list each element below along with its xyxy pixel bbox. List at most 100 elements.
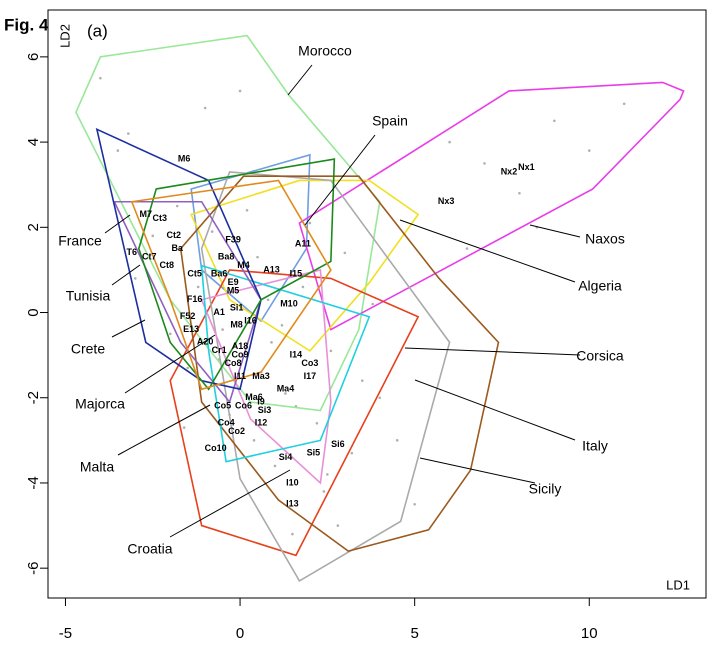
group-hull (113, 200, 262, 404)
region-label: Spain (372, 113, 408, 129)
leader-line (414, 379, 576, 441)
sample-label: Co3 (301, 358, 318, 368)
y-tick-label: -2 (25, 391, 42, 404)
data-point (182, 426, 186, 429)
sample-label: M4 (237, 260, 250, 270)
sample-label: M10 (280, 298, 298, 308)
data-point (273, 464, 277, 468)
sample-label: Co8 (225, 358, 242, 368)
sample-label: Ba (171, 243, 183, 253)
data-point (99, 76, 102, 80)
region-label: Majorca (75, 396, 125, 412)
x-tick-label: 10 (581, 625, 598, 642)
group-hull (130, 179, 332, 391)
data-point (127, 132, 130, 135)
data-point (210, 230, 214, 233)
data-point (284, 392, 287, 395)
group-hull (137, 158, 336, 391)
data-point (301, 285, 305, 289)
data-point (280, 324, 284, 327)
group-hull (190, 179, 420, 352)
region-label: Naxos (585, 231, 625, 247)
sample-label: I12 (255, 418, 268, 428)
sample-label: F52 (180, 311, 196, 321)
sample-label: Si5 (307, 448, 321, 458)
y-tick-label: 0 (25, 308, 42, 316)
sample-label: Nx1 (518, 162, 535, 172)
y-tick-label: 2 (25, 223, 42, 231)
data-point (308, 221, 312, 225)
data-point (360, 379, 364, 382)
sample-label: Cr1 (212, 345, 227, 355)
sample-label: I15 (290, 269, 303, 279)
sample-label: Si4 (279, 452, 293, 462)
y-tick-label: -6 (25, 562, 42, 575)
leader-line (419, 457, 536, 484)
sample-label: Ct5 (187, 269, 202, 279)
y-axis-label: LD2 (57, 24, 72, 48)
data-point (256, 255, 259, 259)
data-point (134, 277, 137, 280)
leader-line (117, 404, 211, 456)
sample-label: Ba8 (218, 252, 235, 262)
region-label: Crete (71, 341, 105, 357)
region-label: Corsica (576, 348, 624, 364)
sample-label: Co6 (235, 401, 252, 411)
region-label: Tunisia (66, 288, 111, 304)
sample-label: I17 (304, 371, 317, 381)
data-point (378, 396, 382, 400)
data-point (238, 89, 242, 93)
group-hull (200, 264, 371, 463)
data-point (343, 251, 347, 255)
figure-label: Fig. 4 (4, 15, 49, 34)
sample-label: Ct8 (159, 260, 174, 270)
x-tick-label: -5 (59, 625, 72, 642)
region-label: Sicily (529, 481, 562, 497)
sample-label: Si6 (331, 439, 345, 449)
x-tick-label: 5 (410, 625, 418, 642)
y-tick-label: 4 (25, 138, 42, 146)
sample-label: Ma4 (277, 384, 295, 394)
data-point (270, 341, 273, 344)
sample-label: A1 (213, 307, 225, 317)
group-hull (75, 34, 381, 412)
data-point (329, 349, 333, 353)
x-tick-label: 0 (236, 625, 244, 642)
region-label: Croatia (127, 541, 172, 557)
sample-label: M6 (178, 154, 191, 164)
data-point (622, 102, 626, 106)
data-point (151, 234, 155, 238)
data-point (116, 149, 120, 152)
data-point (186, 366, 189, 370)
sample-label: Co9 (232, 350, 249, 360)
leader-line (404, 347, 581, 356)
data-point (196, 285, 200, 289)
sample-label: F39 (225, 234, 241, 244)
data-point (553, 119, 556, 123)
leader-line (169, 469, 291, 538)
sample-label: Nx3 (438, 196, 455, 206)
data-point (371, 302, 375, 306)
data-point (291, 532, 294, 536)
sample-label: Ct7 (142, 252, 157, 262)
sample-label: Co5 (214, 401, 231, 411)
sample-label: Co10 (205, 443, 227, 453)
region-label: France (58, 233, 102, 249)
leader-line (399, 219, 576, 283)
data-point (245, 208, 249, 212)
leader-line (304, 134, 376, 226)
group-hull (190, 153, 311, 323)
sample-label: Ct2 (166, 230, 181, 240)
sample-label: M8 (230, 320, 243, 330)
y-tick-label: 6 (25, 53, 42, 61)
sample-label: Si1 (230, 303, 244, 313)
sample-label: I10 (286, 477, 299, 487)
data-point (221, 328, 224, 331)
sample-label: Ct3 (152, 213, 167, 223)
leader-line (111, 319, 146, 338)
sample-label: I16 (244, 315, 257, 325)
data-point (483, 162, 486, 165)
sample-label: A11 (295, 239, 311, 249)
sample-label: I13 (286, 499, 299, 509)
data-point (395, 439, 399, 442)
